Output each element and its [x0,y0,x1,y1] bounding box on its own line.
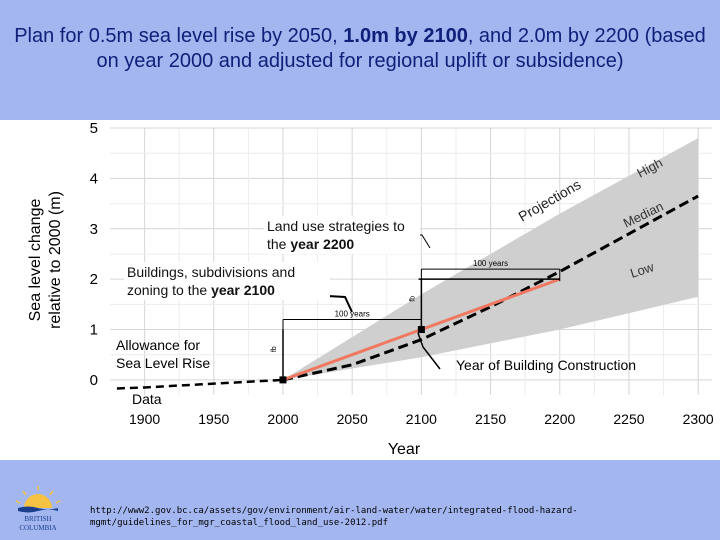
buildings-bold: year 2100 [211,282,275,298]
land-use-callout: Land use strategies to the year 2200 [264,216,420,254]
x-tick-label: 2300 [683,411,714,427]
allowance-label-line-2: Sea Level Rise [116,355,210,371]
land-use-bold: year 2200 [290,236,355,252]
freeboard-label-0: fb [271,346,278,352]
y-axis-title-line-2: relative to 2000 (m) [47,191,64,329]
bc-logo-icon: BRITISH COLUMBIA [4,486,74,536]
allowance-label-line-1: Allowance for [116,337,200,353]
slide-title: Plan for 0.5m sea level rise by 2050, 1.… [8,24,712,74]
svg-text:COLUMBIA: COLUMBIA [19,524,56,532]
y-tick-label: 2 [90,271,98,288]
y-tick-label: 5 [90,120,98,137]
construction-leader-line [417,332,441,370]
land-use-text: Land use strategies to the [267,218,405,252]
y-tick-label: 0 [90,372,98,389]
chart-panel: 100 years 100 years fb fb 1900 1950 2000 2050 2… [0,120,720,460]
x-tick-label: 1950 [198,411,229,427]
sea-level-chart: 100 years 100 years fb fb 1900 1950 2000 2050 2… [27,120,714,458]
title-bold: 1.0m by 2100 [343,25,468,47]
title-part-1: Plan for 0.5m sea level rise by 2050, [14,25,344,47]
data-series-line [116,378,284,390]
chart-labels: Year Sea level change relative to 2000 (m)… [27,155,666,458]
y-tick-label: 1 [90,322,98,339]
x-tick-label: 2000 [267,411,298,427]
y-axis-title-line-1: Sea level change [27,199,44,322]
allowance-series-line [282,277,561,382]
hundred-years-2100-label: 100 years [335,310,370,319]
x-tick-label: 2250 [613,411,644,427]
x-tick-label: 2150 [475,411,506,427]
data-label: Data [132,391,162,407]
source-url[interactable]: http://www2.gov.bc.ca/assets/gov/environ… [90,506,578,528]
x-axis-title: Year [388,441,421,458]
buildings-text: Buildings, subdivisions and zoning to th… [127,264,296,298]
y-tick-label: 3 [90,221,98,238]
tick-labels: 1900 1950 2000 2050 2100 2150 2200 2250 2300 0 1 2 3… [90,120,714,427]
x-tick-label: 2050 [337,411,368,427]
title-part-2: , and 2.0m by 2200 (based on year 2000 a… [96,25,706,72]
buildings-callout: Buildings, subdivisions and zoning to th… [124,262,330,300]
freeboard-label-1: fb [409,296,416,302]
x-tick-label: 2100 [406,411,437,427]
x-tick-label: 2200 [544,411,575,427]
x-tick-label: 1900 [129,411,160,427]
hundred-years-2200-label: 100 years [473,259,508,268]
construction-label: Year of Building Construction [456,357,636,373]
y-tick-label: 4 [90,170,98,187]
band-label-low: Low [628,259,656,281]
svg-text:BRITISH: BRITISH [24,515,51,523]
median-series-line [282,194,699,382]
